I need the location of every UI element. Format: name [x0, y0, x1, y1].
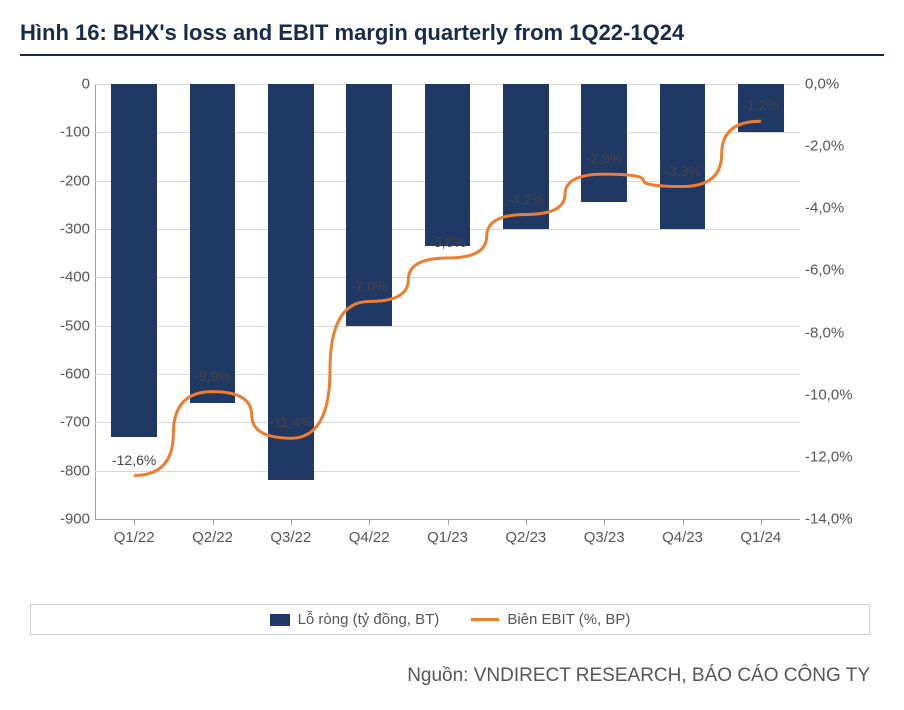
plot-area: 0-100-200-300-400-500-600-700-800-9000,0…: [95, 84, 800, 519]
legend-bar: Lỗ ròng (tỷ đồng, BT): [270, 611, 440, 628]
source-citation: Nguồn: VNDIRECT RESEARCH, BÁO CÁO CÔNG T…: [30, 665, 870, 687]
grid-line: [95, 422, 800, 423]
y2-tick-label: -10,0%: [805, 386, 865, 403]
x-tick-label: Q4/22: [349, 529, 390, 546]
bar: [581, 84, 626, 202]
y1-tick-label: -900: [40, 511, 90, 528]
y2-tick-label: 0,0%: [805, 76, 865, 93]
bar: [190, 84, 235, 403]
bar: [425, 84, 470, 246]
legend-line: Biên EBIT (%, BP): [471, 611, 630, 628]
x-tick-label: Q3/23: [584, 529, 625, 546]
y2-tick-label: -6,0%: [805, 262, 865, 279]
x-tick-label: Q1/24: [740, 529, 781, 546]
chart-title: Hình 16: BHX's loss and EBIT margin quar…: [20, 20, 884, 56]
x-tick-label: Q2/22: [192, 529, 233, 546]
line-data-label: -1,2%: [743, 97, 780, 113]
y1-tick-label: 0: [40, 76, 90, 93]
y2-tick-label: -12,0%: [805, 448, 865, 465]
y2-tick-label: -2,0%: [805, 138, 865, 155]
y1-tick-label: -200: [40, 172, 90, 189]
y1-tick-label: -500: [40, 317, 90, 334]
bar: [503, 84, 548, 229]
y1-tick-label: -700: [40, 414, 90, 431]
bar: [660, 84, 705, 229]
y2-tick-label: -4,0%: [805, 200, 865, 217]
x-tick-label: Q3/22: [270, 529, 311, 546]
y1-tick-label: -300: [40, 221, 90, 238]
legend-bar-swatch: [270, 614, 290, 626]
y1-tick-label: -600: [40, 366, 90, 383]
bar: [111, 84, 156, 437]
legend-line-swatch: [471, 618, 499, 621]
x-tick-label: Q2/23: [505, 529, 546, 546]
legend-line-label: Biên EBIT (%, BP): [507, 611, 630, 628]
x-axis: [95, 519, 800, 520]
line-data-label: -11,4%: [269, 414, 312, 430]
line-data-label: -4,2%: [508, 191, 545, 207]
line-data-label: -9,9%: [194, 368, 231, 384]
x-tick-label: Q4/23: [662, 529, 703, 546]
legend-bar-label: Lỗ ròng (tỷ đồng, BT): [298, 611, 440, 628]
y2-tick-label: -14,0%: [805, 511, 865, 528]
chart-container: 0 -100 -200 -300 -400 -500 -600 -700 -800 -900 0,0…: [30, 74, 870, 594]
line-data-label: -7,0%: [351, 278, 388, 294]
y-axis-left: [95, 84, 96, 519]
y2-tick-label: -8,0%: [805, 324, 865, 341]
line-data-label: -2,9%: [586, 150, 623, 166]
line-data-label: -3,3%: [664, 163, 701, 179]
line-data-label: -5,6%: [429, 234, 466, 250]
legend: Lỗ ròng (tỷ đồng, BT) Biên EBIT (%, BP): [30, 604, 870, 635]
x-tick-label: Q1/22: [114, 529, 155, 546]
y1-tick-label: -100: [40, 124, 90, 141]
x-tick-label: Q1/23: [427, 529, 468, 546]
y1-tick-label: -800: [40, 462, 90, 479]
y1-tick-label: -400: [40, 269, 90, 286]
line-data-label: -12,6%: [112, 452, 156, 468]
grid-line: [95, 471, 800, 472]
